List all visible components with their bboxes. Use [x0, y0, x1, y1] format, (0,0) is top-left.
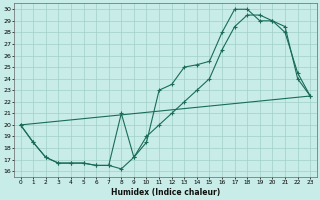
X-axis label: Humidex (Indice chaleur): Humidex (Indice chaleur): [111, 188, 220, 197]
